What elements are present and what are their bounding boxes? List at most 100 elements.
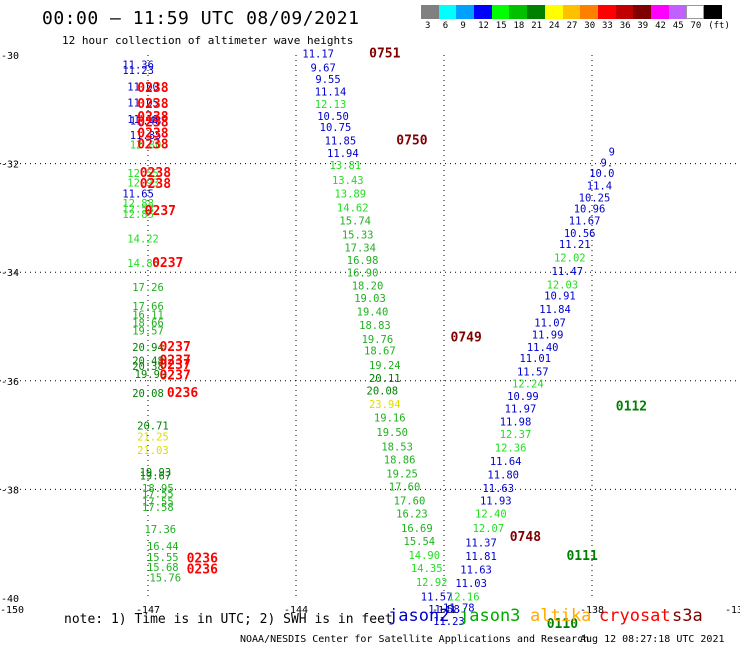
wave-height-value: 11.58 (428, 604, 460, 616)
legend-item-jason3: jason3 (459, 606, 521, 626)
wave-height-value: 17.55 (142, 497, 174, 509)
pass-time-label: 0237 (159, 358, 190, 373)
wave-height-value: 12.36 (495, 442, 527, 454)
colorbar-tick-label: 6 (442, 21, 449, 31)
wave-height-value: 11.00 (127, 81, 159, 93)
wave-height-value: 11.64 (490, 456, 522, 468)
wave-height-value: 20.08 (367, 385, 399, 397)
colorbar-swatch (633, 5, 651, 19)
page-title: 00:00 – 11:59 UTC 08/09/2021 (42, 8, 360, 29)
wave-height-value: 19.24 (369, 360, 401, 372)
wave-height-value: 12.85 (122, 209, 154, 221)
wave-height-value: 19.67 (140, 471, 172, 483)
colorbar-tick-label: 15 (495, 21, 507, 31)
colorbar-tick-label: 45 (672, 21, 684, 31)
pass-time-label: 0238 (140, 166, 171, 181)
colorbar-swatch (686, 5, 704, 19)
wave-height-value: 19.25 (386, 468, 418, 480)
pass-time-label: 0236 (187, 552, 218, 567)
pass-time-label: 0748 (510, 530, 541, 545)
credit-text: NOAA/NESDIS Center for Satellite Applica… (240, 634, 590, 645)
latitude-tick-label: -36 (1, 377, 19, 388)
units-note: note: 1) Time is in UTC; 2) SWH is in fe… (64, 612, 393, 627)
wave-height-value: 19.76 (362, 334, 394, 346)
generated-timestamp: Aug 12 08:27:18 UTC 2021 (580, 634, 725, 645)
colorbar-tick-label: 30 (584, 21, 596, 31)
colorbar-tick-label: (ft) (708, 21, 730, 31)
wave-height-value: 19.50 (376, 427, 408, 439)
wave-height-value: 11.93 (480, 496, 512, 508)
colorbar-swatch (597, 5, 616, 19)
colorbar-swatch (491, 5, 510, 19)
wave-height-value: 12.07 (473, 523, 505, 535)
colorbar-ticks: 3 6 9 12 15 18 21 24 27 30 33 36 39 42 45 70 (ft) (421, 21, 740, 33)
wave-height-value: 11.05 (127, 98, 159, 110)
colorbar-tick-label: 21 (531, 21, 543, 31)
wave-height-value: 11.80 (487, 470, 519, 482)
wave-height-value: 14.86 (127, 258, 159, 270)
wave-height-value: 9. (600, 157, 613, 169)
wave-height-value: 11.99 (532, 329, 564, 341)
wave-height-value: 20.11 (369, 373, 401, 385)
wave-height-value: 13.43 (332, 175, 364, 187)
colorbar-tick-label: 12 (478, 21, 489, 31)
wave-height-value: 11.01 (519, 353, 551, 365)
wave-height-value: 11.4 (587, 181, 612, 193)
wave-height-value: 15.33 (342, 230, 374, 242)
wave-height-value: 12.13 (315, 99, 347, 111)
colorbar-tick-label: 70 (690, 21, 702, 31)
wave-height-value: 16.44 (147, 541, 179, 553)
wave-height-value: 11.97 (505, 403, 537, 415)
pass-time-label: 0236 (187, 563, 218, 578)
wave-height-value: 11.63 (460, 565, 492, 577)
wave-height-value: 11.63 (482, 483, 514, 495)
colorbar-swatch (456, 5, 475, 19)
colorbar-swatch (421, 5, 439, 19)
colorbar-tick-label: 27 (566, 21, 578, 31)
wave-height-value: 9.55 (315, 74, 340, 86)
wave-height-value: 11.23 (433, 616, 465, 628)
colorbar-swatch (474, 5, 492, 19)
wave-height-value: 11.57 (421, 592, 453, 604)
wave-height-value: 19.40 (357, 307, 389, 319)
wave-height-value: 12.40 (475, 509, 507, 521)
wave-height-value: 16.69 (401, 523, 433, 535)
colorbar-swatch (580, 5, 598, 19)
wave-height-value: 11.21 (559, 239, 591, 251)
wave-height-value: 17.55 (142, 489, 174, 501)
wave-height-value: 11.78 (443, 603, 475, 615)
wave-height-value: 18.95 (142, 483, 174, 495)
wave-height-value: 12.02 (554, 252, 586, 264)
wave-height-value: 11.17 (302, 49, 334, 61)
wave-height-value: 14.35 (411, 563, 443, 575)
latitude-tick-label: -30 (1, 51, 19, 62)
colorbar-tick-label: 9 (460, 21, 466, 31)
wave-height-value: 16.11 (132, 309, 164, 321)
wave-height-value: 11.85 (130, 130, 162, 142)
wave-height-value: 11.85 (325, 136, 357, 148)
wave-height-value: 9.67 (310, 62, 335, 74)
wave-height-value: 17.66 (132, 301, 164, 313)
wave-height-value: 20.71 (137, 421, 169, 433)
pass-time-label: 0750 (396, 134, 427, 149)
pass-time-label: 0749 (451, 331, 482, 346)
wave-height-value: 11.98 (500, 416, 532, 428)
wave-height-value: 16.23 (396, 509, 428, 521)
wave-height-value: 11.48 (130, 116, 162, 128)
wave-height-value: 15.74 (339, 215, 371, 227)
pass-time-label: 0751 (369, 47, 400, 62)
colorbar-tick-label: 18 (513, 21, 525, 31)
wave-height-value: 20.38 (132, 361, 164, 373)
colorbar-swatch (650, 5, 669, 19)
colorbar-swatch (668, 5, 687, 19)
wave-height-value: 17.60 (389, 481, 421, 493)
wave-height-value: 11.37 (465, 537, 497, 549)
pass-time-label: 0237 (145, 204, 176, 219)
pass-time-label: 0236 (167, 386, 198, 401)
latitude-tick-label: -40 (1, 594, 19, 605)
wave-height-value: 15.68 (147, 562, 179, 574)
pass-time-label: 0238 (137, 137, 168, 152)
wave-height-value: 12.55 (127, 168, 159, 180)
wave-height-value: 17.36 (145, 524, 177, 536)
wave-height-value: 11.36 (122, 60, 154, 72)
